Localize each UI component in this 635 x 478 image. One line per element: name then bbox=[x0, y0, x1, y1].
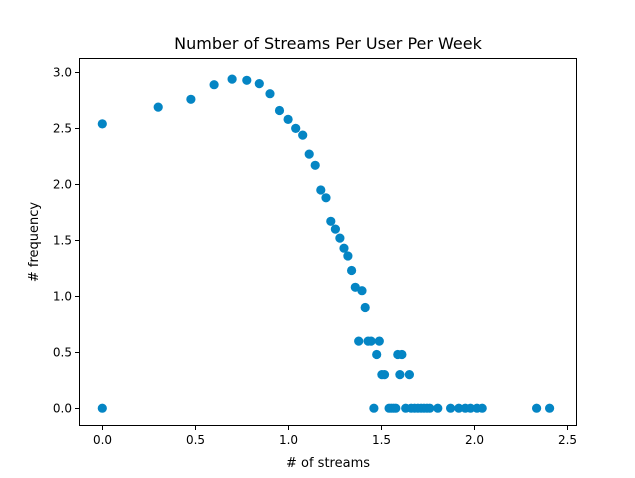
y-tick-label-6: 3.0 bbox=[53, 66, 72, 80]
y-tick-label-0: 0.0 bbox=[53, 402, 72, 416]
data-point-25 bbox=[357, 286, 367, 296]
data-point-20 bbox=[339, 243, 349, 253]
data-point-24 bbox=[354, 336, 364, 346]
chart-title: Number of Streams Per User Per Week bbox=[174, 34, 482, 53]
data-point-6 bbox=[242, 75, 252, 85]
data-point-10 bbox=[283, 114, 293, 124]
data-point-57 bbox=[532, 403, 542, 413]
x-axis-label: # of streams bbox=[286, 456, 370, 471]
data-point-7 bbox=[254, 79, 264, 89]
data-point-3 bbox=[186, 94, 196, 104]
data-point-19 bbox=[335, 233, 345, 243]
data-point-51 bbox=[446, 403, 456, 413]
x-tick-label-0: 0.0 bbox=[93, 433, 112, 447]
data-point-2 bbox=[153, 102, 163, 112]
data-point-54 bbox=[465, 403, 476, 413]
data-point-42 bbox=[404, 370, 414, 380]
data-point-37 bbox=[391, 403, 401, 413]
ticks-layer: 0.0 0.5 1.0 1.5 2.0 2.5 0.0 0.5 1.0 1.5 2.0 2.5 3.0 bbox=[53, 66, 577, 448]
data-point-49 bbox=[425, 403, 435, 413]
x-tick-label-4: 2.0 bbox=[465, 433, 484, 447]
data-point-5 bbox=[227, 74, 237, 84]
data-point-33 bbox=[379, 370, 390, 380]
data-point-17 bbox=[326, 216, 336, 226]
x-tick-label-2: 1.0 bbox=[279, 433, 298, 447]
plot-frame bbox=[79, 58, 577, 426]
data-point-8 bbox=[265, 89, 275, 99]
data-point-16 bbox=[321, 193, 331, 203]
x-tick-label-3: 1.5 bbox=[372, 433, 391, 447]
y-tick-label-3: 1.5 bbox=[53, 234, 72, 248]
points-layer bbox=[97, 74, 555, 413]
data-point-18 bbox=[330, 224, 340, 234]
x-tick-label-1: 0.5 bbox=[186, 433, 205, 447]
data-point-13 bbox=[304, 149, 314, 159]
data-point-40 bbox=[397, 349, 407, 360]
data-point-56 bbox=[477, 403, 487, 413]
data-point-1 bbox=[97, 403, 107, 413]
data-point-39 bbox=[395, 370, 405, 380]
data-point-29 bbox=[369, 403, 379, 413]
y-tick-label-1: 0.5 bbox=[53, 346, 72, 360]
data-point-30 bbox=[372, 349, 382, 360]
data-point-12 bbox=[298, 130, 308, 140]
data-point-31 bbox=[374, 336, 384, 346]
y-tick-label-4: 2.0 bbox=[53, 178, 72, 192]
y-tick-label-2: 1.0 bbox=[53, 290, 72, 304]
data-point-14 bbox=[310, 160, 320, 170]
data-point-21 bbox=[343, 251, 353, 261]
data-point-28 bbox=[366, 336, 376, 346]
data-point-11 bbox=[291, 123, 301, 133]
y-tick-label-5: 2.5 bbox=[53, 122, 72, 136]
data-point-9 bbox=[274, 105, 285, 116]
data-point-58 bbox=[545, 403, 555, 413]
data-point-0 bbox=[97, 119, 107, 129]
data-point-52 bbox=[454, 403, 464, 413]
data-point-4 bbox=[209, 80, 219, 90]
data-point-26 bbox=[360, 302, 370, 313]
data-point-50 bbox=[433, 403, 443, 413]
y-axis-label: # frequency bbox=[27, 202, 42, 283]
data-point-22 bbox=[347, 265, 357, 276]
x-tick-label-5: 2.5 bbox=[558, 433, 577, 447]
data-point-15 bbox=[316, 185, 326, 195]
